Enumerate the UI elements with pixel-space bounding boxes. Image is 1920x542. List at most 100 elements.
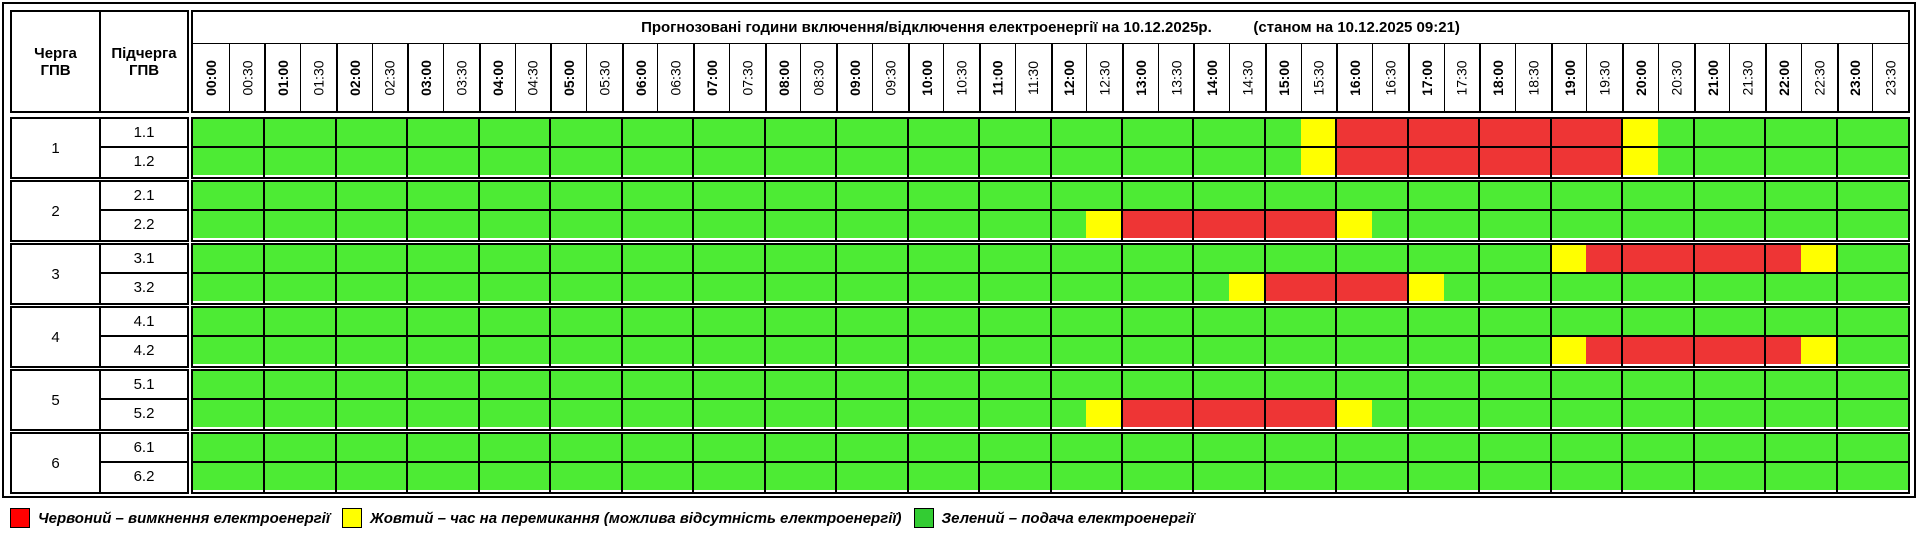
schedule-slot bbox=[728, 308, 766, 335]
schedule-slot bbox=[1622, 337, 1659, 364]
schedule-slot bbox=[1550, 119, 1588, 146]
time-slot-label: 03:00 bbox=[418, 59, 435, 96]
legend: Червоний – вимкнення електроенергії Жовт… bbox=[10, 507, 1206, 529]
schedule-slot bbox=[1586, 371, 1623, 398]
schedule-slot bbox=[1050, 119, 1087, 146]
schedule-slot bbox=[1264, 434, 1302, 461]
schedule-slot bbox=[1479, 245, 1516, 272]
schedule-slot bbox=[1407, 337, 1445, 364]
schedule-slot bbox=[514, 148, 551, 175]
schedule-slot bbox=[1264, 119, 1302, 146]
schedule-slot bbox=[1443, 337, 1480, 364]
schedule-slot bbox=[1872, 119, 1908, 146]
schedule-slot bbox=[228, 371, 266, 398]
time-slot-label: 08:30 bbox=[810, 59, 827, 96]
schedule-slot bbox=[335, 148, 373, 175]
schedule-slot bbox=[1693, 463, 1730, 490]
schedule-slot bbox=[1657, 211, 1695, 238]
time-slot-header: 20:30 bbox=[1657, 44, 1694, 111]
schedule-slot bbox=[979, 211, 1016, 238]
schedule-slot bbox=[1229, 211, 1266, 238]
schedule-grid bbox=[191, 117, 1910, 179]
schedule-slot bbox=[1836, 308, 1873, 335]
subqueue-number: 2.1 bbox=[133, 187, 155, 204]
schedule-slot bbox=[586, 308, 623, 335]
schedule-slot bbox=[228, 337, 266, 364]
schedule-slot bbox=[693, 434, 730, 461]
time-slot-header: 09:00 bbox=[836, 44, 872, 111]
schedule-slot bbox=[1014, 434, 1052, 461]
schedule-slot bbox=[1050, 148, 1087, 175]
schedule-slot bbox=[871, 245, 909, 272]
schedule-slot bbox=[1657, 400, 1695, 427]
schedule-slot bbox=[1729, 308, 1766, 335]
schedule-slot bbox=[1443, 211, 1480, 238]
schedule-slot bbox=[1836, 182, 1873, 209]
time-slot-label: 14:30 bbox=[1239, 59, 1256, 96]
schedule-slot bbox=[979, 337, 1016, 364]
schedule-slot bbox=[836, 434, 873, 461]
schedule-slot bbox=[264, 182, 301, 209]
schedule-slot bbox=[1086, 463, 1123, 490]
schedule-slot bbox=[1121, 434, 1159, 461]
schedule-slot bbox=[1264, 148, 1302, 175]
schedule-slot bbox=[1050, 337, 1087, 364]
schedule-slot bbox=[1657, 148, 1695, 175]
schedule-slot bbox=[1050, 308, 1087, 335]
time-slot-header: 14:00 bbox=[1193, 44, 1229, 111]
schedule-slot bbox=[621, 308, 659, 335]
schedule-slot bbox=[621, 463, 659, 490]
schedule-slot bbox=[1300, 434, 1337, 461]
schedule-slot bbox=[1193, 182, 1230, 209]
schedule-slot bbox=[1693, 211, 1730, 238]
schedule-slot bbox=[1586, 119, 1623, 146]
time-slot-header: 06:30 bbox=[657, 44, 693, 111]
time-slot-label: 19:00 bbox=[1561, 59, 1578, 96]
schedule-slot bbox=[907, 148, 944, 175]
schedule-slot bbox=[1872, 148, 1908, 175]
schedule-slot bbox=[836, 148, 873, 175]
schedule-slot bbox=[1121, 211, 1159, 238]
schedule-slot bbox=[657, 182, 694, 209]
schedule-slot bbox=[1157, 119, 1195, 146]
schedule-slot bbox=[371, 434, 408, 461]
schedule-slot bbox=[728, 274, 766, 301]
schedule-slot bbox=[1407, 400, 1445, 427]
schedule-slot bbox=[1765, 337, 1802, 364]
queue-cell: 2 bbox=[10, 180, 101, 242]
schedule-slot bbox=[800, 119, 837, 146]
schedule-slot bbox=[586, 463, 623, 490]
subqueue-cell: 4.1 4.2 bbox=[99, 306, 189, 368]
schedule-slot bbox=[907, 182, 944, 209]
schedule-slot bbox=[657, 148, 694, 175]
schedule-slot bbox=[1872, 274, 1908, 301]
time-slot-header: 18:00 bbox=[1479, 44, 1515, 111]
schedule-slot bbox=[1229, 182, 1266, 209]
schedule-slot bbox=[764, 119, 801, 146]
schedule-slot bbox=[836, 182, 873, 209]
schedule-slot bbox=[1014, 463, 1052, 490]
queue-cell: 4 bbox=[10, 306, 101, 368]
schedule-slot bbox=[943, 308, 980, 335]
schedule-slot bbox=[1836, 245, 1873, 272]
schedule-slot bbox=[979, 148, 1016, 175]
schedule-grid bbox=[191, 432, 1910, 494]
schedule-slot bbox=[1086, 245, 1123, 272]
time-slot-label: 00:30 bbox=[239, 59, 256, 96]
schedule-slot bbox=[1157, 434, 1195, 461]
schedule-slot bbox=[1050, 211, 1087, 238]
schedule-slot bbox=[478, 434, 516, 461]
time-slot-header: 01:30 bbox=[300, 44, 336, 111]
schedule-slot bbox=[1550, 400, 1588, 427]
schedule-slot bbox=[728, 211, 766, 238]
schedule-slot bbox=[443, 119, 480, 146]
schedule-slot bbox=[443, 337, 480, 364]
schedule-slot bbox=[1586, 274, 1623, 301]
schedule-slot bbox=[264, 308, 301, 335]
schedule-slot bbox=[193, 182, 230, 209]
schedule-slot bbox=[1622, 119, 1659, 146]
schedule-slot bbox=[1300, 182, 1337, 209]
schedule-slot bbox=[1443, 148, 1480, 175]
schedule-slot bbox=[1157, 337, 1195, 364]
schedule-slot bbox=[764, 182, 801, 209]
